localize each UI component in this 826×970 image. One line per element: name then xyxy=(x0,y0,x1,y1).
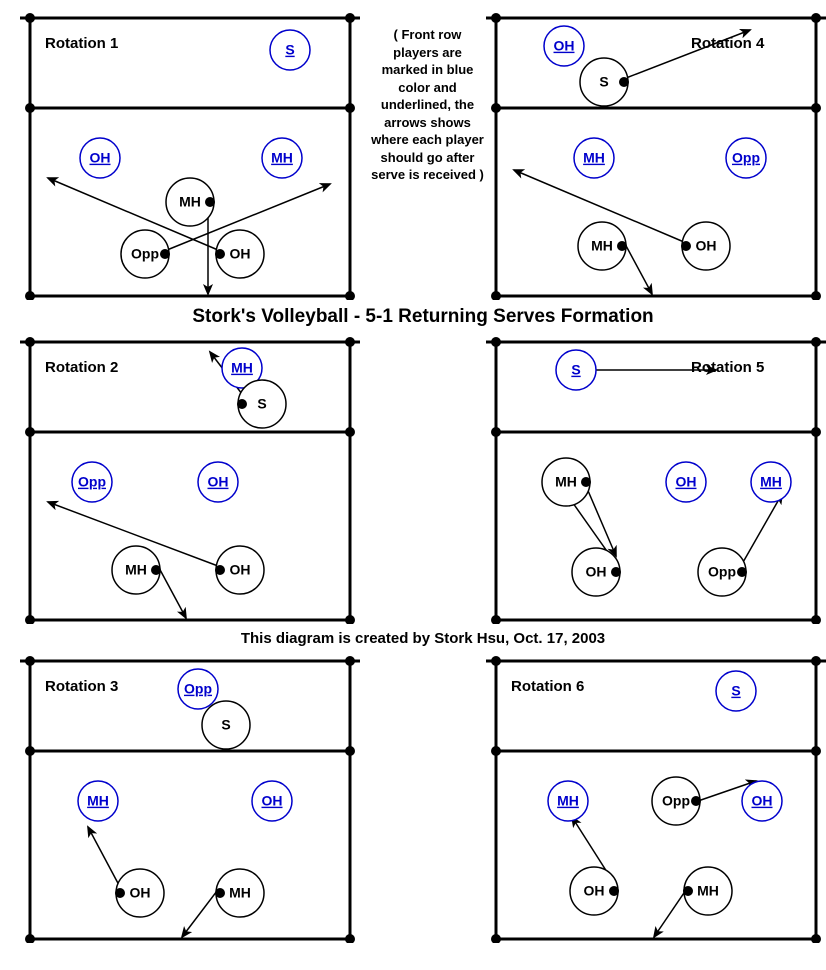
court-rotation-3: Opp MH OH S OH MH Rotation 3 xyxy=(20,653,360,943)
svg-text:Rotation 2: Rotation 2 xyxy=(45,359,118,376)
svg-text:S: S xyxy=(599,74,608,90)
svg-text:S: S xyxy=(571,362,580,378)
svg-text:OH: OH xyxy=(230,562,251,578)
credit-line: This diagram is created by Stork Hsu, Oc… xyxy=(20,630,826,647)
court-svg: S OH MH MH Opp OH Rotation 1 xyxy=(20,10,360,300)
svg-text:MH: MH xyxy=(583,150,605,166)
court-rotation-2: MH Opp OH S MH OH Rotation 2 xyxy=(20,334,360,624)
svg-text:S: S xyxy=(257,396,266,412)
svg-text:OH: OH xyxy=(554,38,575,54)
svg-text:MH: MH xyxy=(557,793,579,809)
svg-text:OH: OH xyxy=(584,883,605,899)
svg-text:OH: OH xyxy=(676,474,697,490)
svg-text:MH: MH xyxy=(271,150,293,166)
court-rotation-1: S OH MH MH Opp OH Rotation 1 xyxy=(20,10,360,300)
svg-text:Rotation 4: Rotation 4 xyxy=(691,35,765,52)
row-2: MH Opp OH S MH OH Rotation 2 S OH MH MH OH Opp Rotat… xyxy=(20,334,826,624)
svg-text:MH: MH xyxy=(591,238,613,254)
svg-text:OH: OH xyxy=(208,474,229,490)
court-svg: MH Opp OH S MH OH Rotation 2 xyxy=(20,334,360,624)
svg-text:Opp: Opp xyxy=(78,474,106,490)
svg-text:Rotation 1: Rotation 1 xyxy=(45,35,118,52)
main-title: Stork's Volleyball - 5-1 Returning Serve… xyxy=(20,306,826,328)
svg-text:OH: OH xyxy=(752,793,773,809)
svg-text:MH: MH xyxy=(229,885,251,901)
svg-text:MH: MH xyxy=(87,793,109,809)
row-1: S OH MH MH Opp OH Rotation 1 ( Front row playe… xyxy=(20,10,826,300)
svg-text:Rotation 5: Rotation 5 xyxy=(691,359,764,376)
svg-text:MH: MH xyxy=(760,474,782,490)
svg-text:OH: OH xyxy=(696,238,717,254)
svg-text:OH: OH xyxy=(586,564,607,580)
court-svg: OH MH Opp S MH OH Rotation 4 xyxy=(486,10,826,300)
svg-text:OH: OH xyxy=(230,246,251,262)
svg-text:MH: MH xyxy=(125,562,147,578)
court-svg: Opp MH OH S OH MH Rotation 3 xyxy=(20,653,360,943)
svg-text:S: S xyxy=(221,717,230,733)
svg-text:Opp: Opp xyxy=(708,564,736,580)
svg-text:S: S xyxy=(285,42,294,58)
row-3: Opp MH OH S OH MH Rotation 3 S MH OH Opp OH MH Rotat… xyxy=(20,653,826,943)
svg-text:MH: MH xyxy=(697,883,719,899)
svg-text:Opp: Opp xyxy=(131,246,159,262)
svg-text:MH: MH xyxy=(555,474,577,490)
svg-text:MH: MH xyxy=(179,194,201,210)
court-rotation-5: S OH MH MH OH Opp Rotation 5 xyxy=(486,334,826,624)
svg-text:OH: OH xyxy=(90,150,111,166)
court-svg: S OH MH MH OH Opp Rotation 5 xyxy=(486,334,826,624)
diagram-container: S OH MH MH Opp OH Rotation 1 ( Front row playe… xyxy=(20,10,826,943)
svg-text:OH: OH xyxy=(262,793,283,809)
svg-text:Rotation 6: Rotation 6 xyxy=(511,678,584,695)
svg-text:Opp: Opp xyxy=(662,793,690,809)
svg-text:Rotation 3: Rotation 3 xyxy=(45,678,118,695)
legend-note: ( Front row players are marked in blue c… xyxy=(370,26,485,184)
svg-text:OH: OH xyxy=(130,885,151,901)
court-rotation-6: S MH OH Opp OH MH Rotation 6 xyxy=(486,653,826,943)
svg-text:Opp: Opp xyxy=(732,150,760,166)
svg-text:MH: MH xyxy=(231,360,253,376)
svg-text:Opp: Opp xyxy=(184,681,212,697)
svg-text:S: S xyxy=(731,683,740,699)
court-rotation-4: OH MH Opp S MH OH Rotation 4 xyxy=(486,10,826,300)
court-svg: S MH OH Opp OH MH Rotation 6 xyxy=(486,653,826,943)
